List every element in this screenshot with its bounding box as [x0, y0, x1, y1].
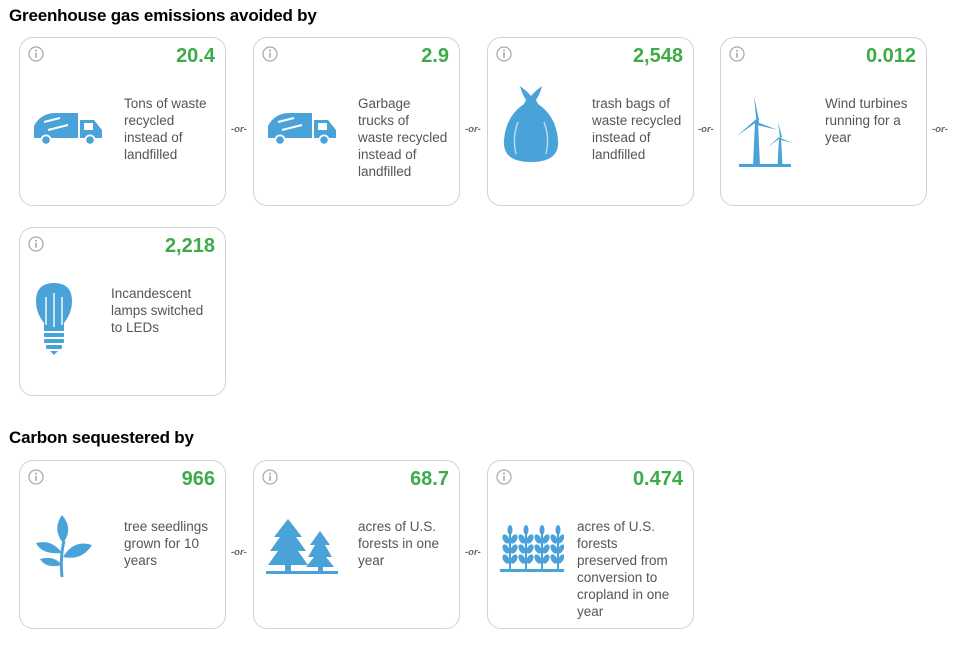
or-separator: -or- — [231, 124, 247, 135]
description: trash bags of waste recycled instead of … — [592, 96, 682, 162]
description: Incandescent lamps switched to LEDs — [111, 286, 204, 335]
value: 2.9 — [421, 45, 449, 67]
value: 0.012 — [865, 45, 916, 67]
info-icon[interactable] — [28, 469, 44, 485]
carbon-section-title: Carbon sequestered by — [9, 428, 194, 447]
garbage-truck-icon — [268, 113, 336, 146]
description: tree seedlings grown for 10 years — [124, 519, 209, 568]
info-icon[interactable] — [729, 46, 745, 62]
value: 2,218 — [164, 235, 215, 257]
card-garbage-trucks: 2.9 Garbage trucks of waste recycled ins… — [253, 37, 460, 206]
greenhouse-section-title: Greenhouse gas emissions avoided by — [9, 6, 317, 25]
info-icon[interactable] — [28, 46, 44, 62]
description: Wind turbines running for a year — [825, 96, 908, 145]
or-separator: -or- — [698, 124, 714, 135]
info-icon[interactable] — [262, 46, 278, 62]
card-tree-seedlings: 966 tree seedlings grown for 10 years — [19, 460, 226, 629]
value: 20.4 — [176, 45, 215, 67]
or-separator: -or- — [465, 547, 481, 558]
recycling-truck-icon — [34, 113, 102, 146]
or-separator: -or- — [932, 124, 948, 135]
trash-bag-icon — [503, 86, 559, 162]
description: Garbage trucks of waste recycled instead… — [358, 96, 448, 179]
card-cropland-acres: 0.474 acres of U.S. forests preserv — [487, 460, 694, 629]
forest-icon — [266, 519, 338, 574]
card-forest-acres: 68.7 acres of U.S. forests in one year — [253, 460, 460, 629]
seedling-icon — [36, 515, 92, 578]
card-wind-turbines: 0.012 Wind turbines running for a year — [720, 37, 927, 206]
or-separator: -or- — [231, 547, 247, 558]
description: Tons of waste recycled instead of landfi… — [124, 96, 207, 162]
description: acres of U.S. forests in one year — [358, 519, 440, 568]
description: acres of U.S. forests preserved from con… — [577, 519, 670, 619]
info-icon[interactable] — [496, 469, 512, 485]
light-bulb-icon — [36, 283, 72, 355]
info-icon[interactable] — [262, 469, 278, 485]
wind-turbine-icon — [737, 96, 793, 167]
card-led-lamps: 2,218 Incandescent lamps switched to LED… — [19, 227, 226, 396]
or-separator: -or- — [465, 124, 481, 135]
value: 0.474 — [632, 468, 683, 490]
card-trash-bags: 2,548 trash bags of waste recycled inste… — [487, 37, 694, 206]
value: 2,548 — [632, 45, 683, 67]
value: 68.7 — [410, 468, 449, 490]
value: 966 — [181, 468, 215, 490]
info-icon[interactable] — [496, 46, 512, 62]
card-waste-tons: 20.4 Tons of waste recycled instead of l… — [19, 37, 226, 206]
crops-icon — [500, 525, 564, 572]
info-icon[interactable] — [28, 236, 44, 252]
